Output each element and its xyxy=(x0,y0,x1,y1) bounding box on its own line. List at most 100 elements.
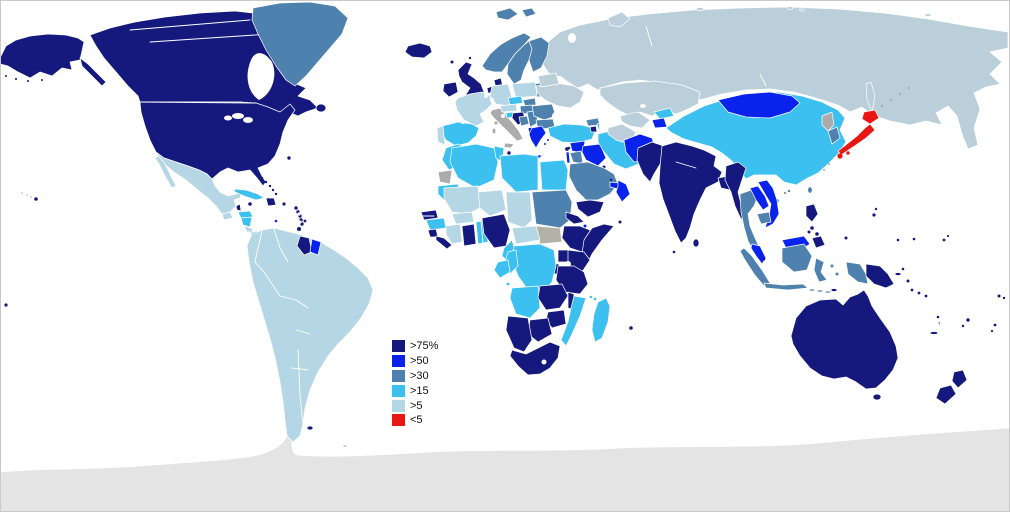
region-fiji xyxy=(961,318,970,328)
legend-item: <5 xyxy=(392,413,438,428)
legend-swatch-lt5 xyxy=(392,414,405,427)
region-south-africa xyxy=(509,341,561,376)
region-tajikistan xyxy=(651,117,668,129)
region-french-polynesia xyxy=(56,308,60,312)
aral-sea xyxy=(640,104,646,108)
region-mayotte xyxy=(596,299,600,303)
legend-item: >15 xyxy=(392,383,438,398)
region-polynesia-island xyxy=(4,303,8,307)
region-ukraine xyxy=(535,82,585,109)
region-finland xyxy=(528,36,550,73)
region-south-georgia xyxy=(342,444,348,448)
region-south-korea xyxy=(827,126,841,145)
region-curacao xyxy=(277,220,281,224)
legend-label-gt50: >50 xyxy=(410,355,429,368)
legend-swatch-gt50 xyxy=(392,355,405,368)
legend-item: >75% xyxy=(392,339,438,354)
region-sudan xyxy=(531,189,573,229)
region-cuba xyxy=(233,188,265,201)
region-corsica xyxy=(494,121,498,125)
region-libya xyxy=(499,153,539,193)
region-poland xyxy=(511,81,538,99)
region-central-african-republic xyxy=(511,225,541,245)
region-qatar xyxy=(609,178,613,182)
region-burkina-faso xyxy=(451,211,475,225)
legend-swatch-gt5 xyxy=(392,399,405,412)
region-canary-islands xyxy=(436,167,440,171)
region-falkland-islands xyxy=(306,425,314,431)
region-angola xyxy=(509,285,541,319)
region-mozambique xyxy=(560,295,587,347)
region-greek-islands xyxy=(544,139,549,145)
hudson-bay xyxy=(247,53,275,100)
region-yemen xyxy=(575,199,605,218)
region-sri-lanka xyxy=(692,238,700,248)
region-kuril-islands xyxy=(880,86,911,108)
region-taiwan xyxy=(807,186,813,194)
region-djibouti xyxy=(583,224,587,228)
legend-label-gt30: >30 xyxy=(410,369,429,382)
map-legend: >75% >50 >30 >15 >5 <5 xyxy=(392,339,438,428)
region-zambia xyxy=(537,283,569,311)
region-czechia xyxy=(507,95,524,106)
region-uganda xyxy=(557,249,569,263)
region-diego-garcia xyxy=(670,284,674,288)
region-vietnam xyxy=(757,179,780,229)
region-galapagos xyxy=(216,262,220,266)
legend-label-lt5: <5 xyxy=(410,414,423,427)
region-micronesia xyxy=(896,237,916,242)
region-indonesia xyxy=(739,243,869,294)
region-austria xyxy=(499,103,518,113)
white-sea xyxy=(568,33,576,43)
great-lakes xyxy=(224,113,253,123)
region-singapore xyxy=(762,257,766,261)
region-cape-verde xyxy=(412,203,416,207)
region-ghana xyxy=(461,223,477,247)
ob-estuary xyxy=(645,25,767,87)
region-eritrea xyxy=(565,211,585,225)
region-russian-arctic-islands xyxy=(695,6,932,17)
region-mongolia xyxy=(717,91,801,119)
region-belarus xyxy=(537,72,560,88)
region-bahamas xyxy=(260,176,278,196)
region-tasmania xyxy=(872,393,882,401)
region-puerto-rico xyxy=(282,202,286,206)
region-north-korea xyxy=(821,111,835,132)
region-australia xyxy=(790,289,899,390)
legend-swatch-gt30 xyxy=(392,369,405,382)
region-trinidad xyxy=(297,227,301,231)
region-aruba xyxy=(274,219,278,223)
legend-label-gt15: >15 xyxy=(410,384,429,397)
region-okinawa xyxy=(823,163,830,171)
region-faroe-islands xyxy=(450,60,454,64)
region-european-microstates xyxy=(461,94,505,124)
region-svalbard xyxy=(495,7,537,21)
legend-swatch-gt75 xyxy=(392,340,405,353)
region-sao-tome xyxy=(486,266,490,270)
region-namibia xyxy=(505,315,533,353)
region-sardinia xyxy=(491,127,497,135)
legend-item: >30 xyxy=(392,369,438,384)
region-barbados xyxy=(303,219,307,223)
region-malta xyxy=(507,151,511,155)
legend-item: >50 xyxy=(392,354,438,369)
region-antilles-territories xyxy=(297,212,302,224)
region-marshall-islands xyxy=(942,234,950,242)
lake-victoria xyxy=(565,261,571,267)
region-iceland xyxy=(404,42,433,59)
region-egypt xyxy=(539,159,569,191)
legend-label-gt75: >75% xyxy=(410,340,439,353)
region-slovakia xyxy=(522,97,537,107)
nepal-border xyxy=(675,161,697,169)
region-philippines xyxy=(805,203,826,249)
region-algeria xyxy=(449,143,499,189)
region-st-helena xyxy=(462,298,466,302)
region-hong-kong-macau xyxy=(784,189,791,194)
region-papua-new-guinea xyxy=(865,263,910,289)
region-reunion xyxy=(624,330,628,334)
region-mauritius xyxy=(629,326,633,330)
region-seychelles xyxy=(623,274,627,278)
region-south-sudan xyxy=(535,225,563,245)
region-suriname xyxy=(309,238,322,256)
